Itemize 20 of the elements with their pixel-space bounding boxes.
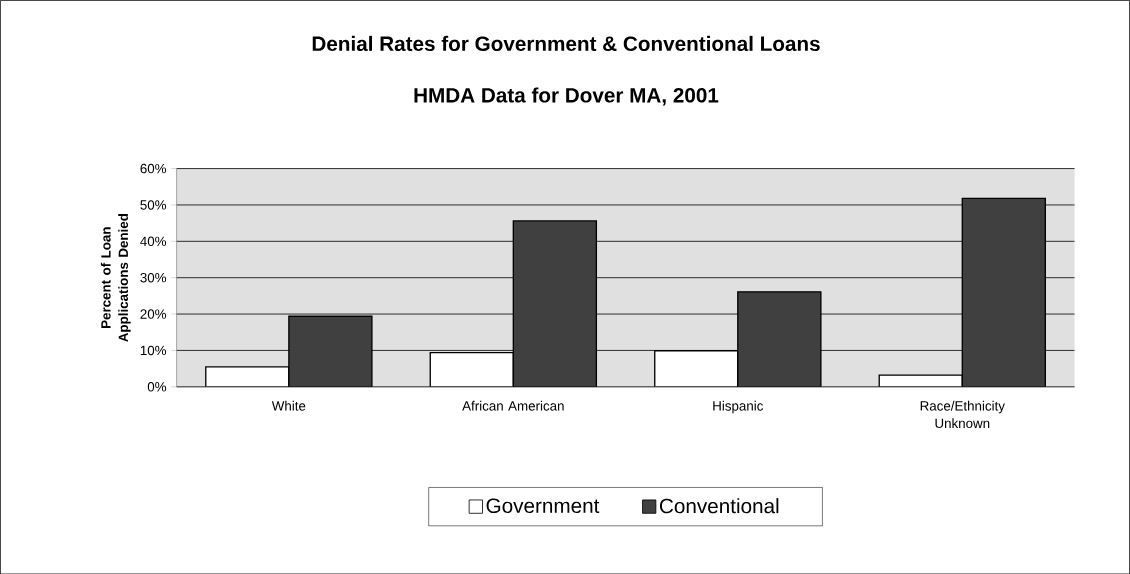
bar xyxy=(288,315,373,387)
y-tick-label: 0% xyxy=(147,381,167,392)
legend-label: Conventional xyxy=(659,497,779,514)
y-tick-label: 30% xyxy=(140,272,167,283)
bar xyxy=(512,220,598,387)
y-axis-title: Percent of Loan Applications Denied xyxy=(100,213,131,342)
x-tick-label: African American xyxy=(462,400,564,411)
x-tick-label: White xyxy=(271,400,306,411)
y-tick-label: 40% xyxy=(140,236,167,246)
x-tick-label: Race/Ethnicity Unknown xyxy=(920,400,1005,428)
y-tick-label: 60% xyxy=(140,163,167,174)
y-tick-label: 20% xyxy=(140,309,167,319)
y-tick-label: 10% xyxy=(140,345,167,355)
chart-title: Denial Rates for Government & Conventional Loans xyxy=(312,35,820,51)
y-tick-label: 50% xyxy=(140,200,167,210)
chart-subtitle: HMDA Data for Dover MA, 2001 xyxy=(414,87,719,106)
bar xyxy=(961,197,1047,387)
bar xyxy=(737,291,822,387)
legend-label: Government xyxy=(486,498,600,513)
x-tick-label: Hispanic xyxy=(713,400,764,414)
